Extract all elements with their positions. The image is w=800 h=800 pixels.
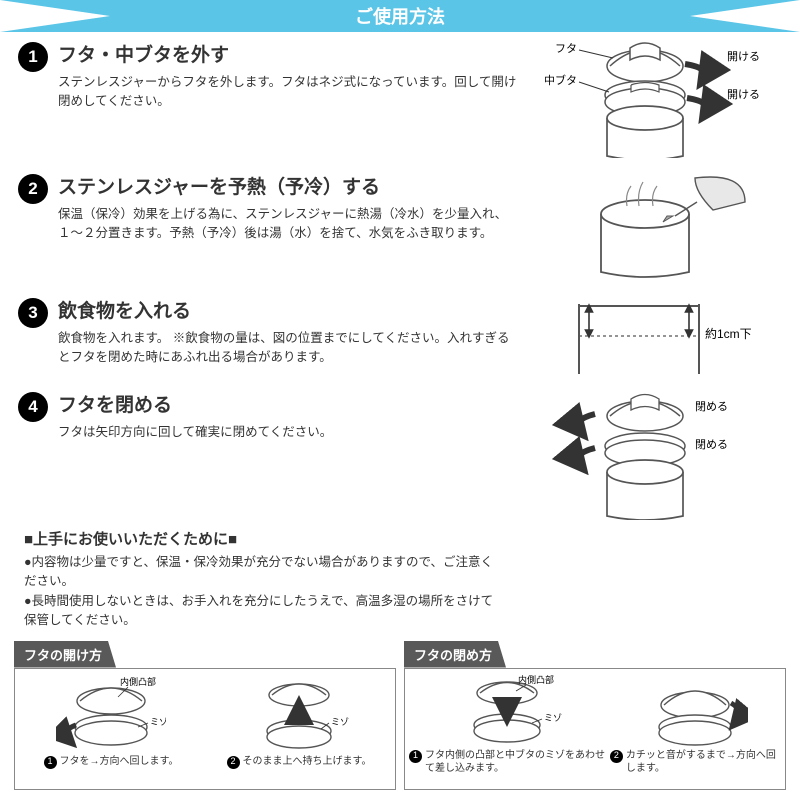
- step-title: 飲食物を入れる: [58, 296, 518, 323]
- label-lid: フタ: [555, 42, 577, 55]
- svg-text:閉める: 閉める: [695, 400, 728, 413]
- step-1-illustration: フタ 中ブタ 開ける 開ける: [518, 40, 782, 158]
- panel-close-tab: フタの閉め方: [404, 641, 506, 668]
- step-4: 4 フタを閉める フタは矢印方向に回して確実に閉めてください。 閉める 閉める: [18, 390, 782, 520]
- sub-text: フタを→方向へ回します。: [60, 755, 179, 768]
- open-sub-2: ミゾ 2そのまま上へ持ち上げます。: [207, 675, 391, 769]
- step-3-illustration: 約1cm下: [518, 296, 782, 376]
- panel-open-tab: フタの開け方: [14, 641, 116, 668]
- svg-text:内側凸部: 内側凸部: [518, 675, 554, 685]
- sub-num: 1: [409, 750, 422, 763]
- panel-close: フタの閉め方 内側凸部 ミゾ 1フタ内側の凸部と中ブタのミゾをあわせて差し込みま…: [404, 641, 786, 790]
- step-badge: 1: [18, 42, 48, 72]
- sub-num: 2: [227, 756, 240, 769]
- step-3: 3 飲食物を入れる 飲食物を入れます。 ※飲食物の量は、図の位置までにしてくださ…: [18, 296, 782, 376]
- page-title: ご使用方法: [355, 3, 445, 29]
- step-title: フタ・中ブタを外す: [58, 40, 518, 67]
- close-sub-2: 2カチッと音がするまで→方向へ回します。: [610, 675, 781, 775]
- bottom-panels: フタの開け方 内側凸部 ミゾ 1フタを→方向へ回します。: [0, 641, 800, 790]
- step-1: 1 フタ・中ブタを外す ステンレスジャーからフタを外します。フタはネジ式になって…: [18, 40, 782, 158]
- close-sub-1: 内側凸部 ミゾ 1フタ内側の凸部と中ブタのミゾをあわせて差し込みます。: [409, 675, 606, 775]
- step-body: 飲食物を入れます。 ※飲食物の量は、図の位置までにしてください。入れすぎるとフタ…: [58, 329, 518, 368]
- header-band: ご使用方法: [0, 0, 800, 32]
- step-2-illustration: [518, 172, 782, 282]
- sub-num: 2: [610, 750, 623, 763]
- fill-level-label: 約1cm下: [705, 326, 752, 341]
- header-decoration-left: [0, 0, 110, 32]
- sub-text: カチッと音がするまで→方向へ回します。: [626, 749, 781, 775]
- step-badge: 4: [18, 392, 48, 422]
- header-decoration-right: [690, 0, 800, 32]
- step-badge: 2: [18, 174, 48, 204]
- step-badge: 3: [18, 298, 48, 328]
- panel-open: フタの開け方 内側凸部 ミゾ 1フタを→方向へ回します。: [14, 641, 396, 790]
- svg-text:ミゾ: ミゾ: [331, 717, 349, 727]
- tips-body: ●内容物は少量ですと、保温・保冷効果が充分でない場合がありますので、ご注意くださ…: [24, 553, 504, 631]
- step-body: ステンレスジャーからフタを外します。フタはネジ式になっています。回して開け閉めし…: [58, 73, 518, 112]
- open-sub-1: 内側凸部 ミゾ 1フタを→方向へ回します。: [19, 675, 203, 769]
- step-4-illustration: 閉める 閉める: [518, 390, 782, 520]
- svg-text:閉める: 閉める: [695, 438, 728, 451]
- step-body: 保温（保冷）効果を上げる為に、ステンレスジャーに熱湯（冷水）を少量入れ、１〜２分…: [58, 205, 518, 244]
- step-body: フタは矢印方向に回して確実に閉めてください。: [58, 423, 518, 442]
- sub-text: フタ内側の凸部と中ブタのミゾをあわせて差し込みます。: [425, 749, 606, 775]
- step-title: ステンレスジャーを予熱（予冷）する: [58, 172, 518, 199]
- svg-text:ミゾ: ミゾ: [544, 713, 562, 723]
- svg-text:内側凸部: 内側凸部: [120, 676, 156, 687]
- step-2: 2 ステンレスジャーを予熱（予冷）する 保温（保冷）効果を上げる為に、ステンレス…: [18, 172, 782, 282]
- svg-text:ミゾ: ミゾ: [150, 717, 166, 727]
- sub-num: 1: [44, 756, 57, 769]
- svg-text:中ブタ: 中ブタ: [544, 73, 577, 87]
- svg-text:開ける: 開ける: [727, 50, 760, 63]
- svg-text:開ける: 開ける: [727, 88, 760, 101]
- content-area: 1 フタ・中ブタを外す ステンレスジャーからフタを外します。フタはネジ式になって…: [0, 32, 800, 631]
- sub-text: そのまま上へ持ち上げます。: [243, 755, 372, 768]
- tips-heading: ■上手にお使いいただくために■: [24, 528, 782, 549]
- step-title: フタを閉める: [58, 390, 518, 417]
